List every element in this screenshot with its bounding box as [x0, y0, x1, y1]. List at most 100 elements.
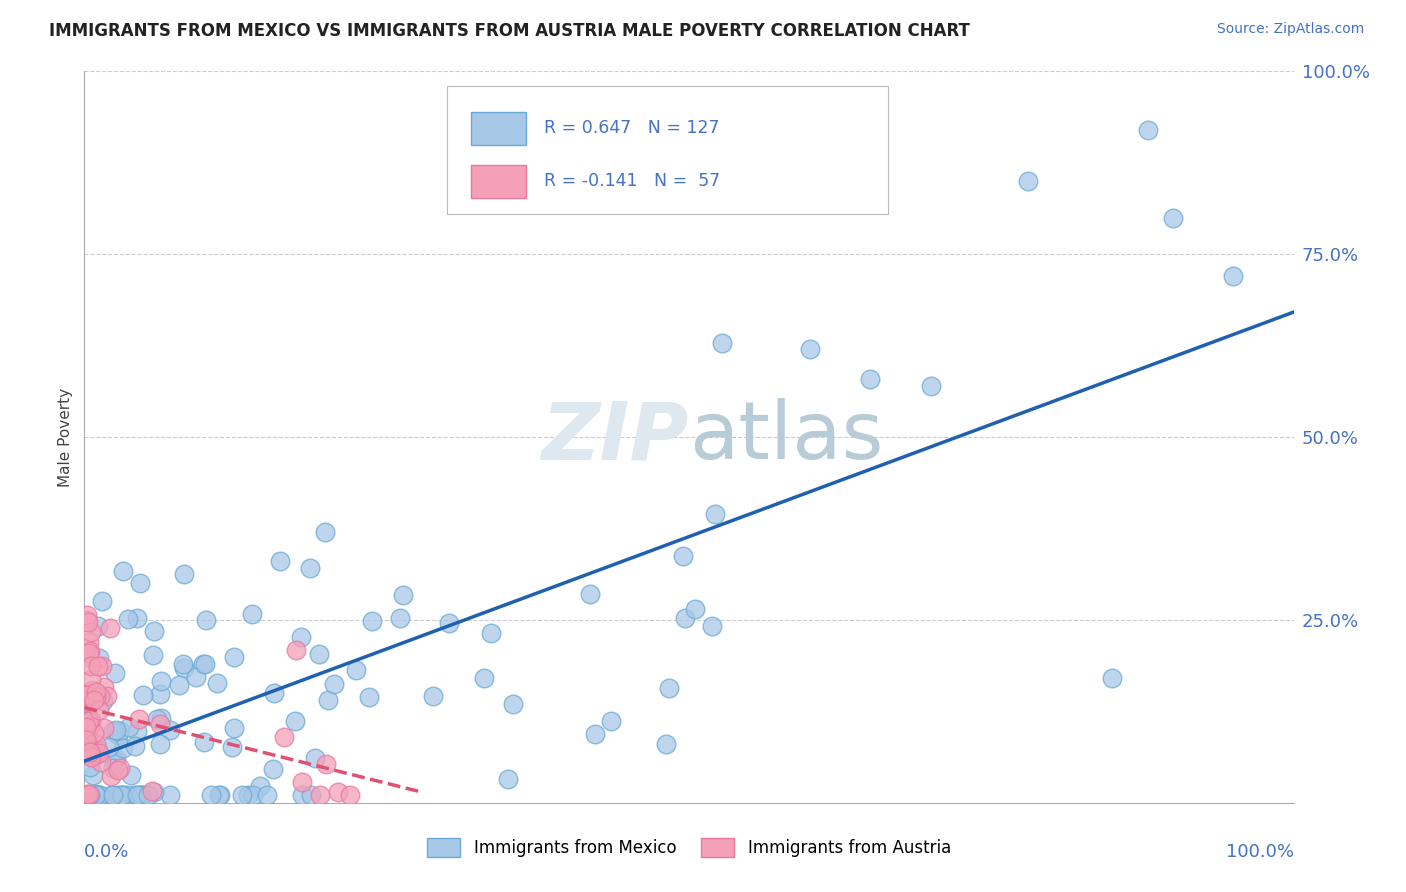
Point — [89, 651, 111, 665]
Point — [127, 611, 149, 625]
Point — [672, 549, 695, 563]
Point — [149, 711, 172, 725]
Point — [80, 750, 103, 764]
Point — [79, 713, 101, 727]
Point — [316, 693, 339, 707]
Point — [101, 723, 124, 738]
Point — [328, 785, 350, 799]
Point — [128, 712, 150, 726]
Point — [322, 676, 344, 690]
Point — [391, 589, 413, 603]
Point — [702, 619, 724, 633]
Point — [122, 789, 145, 803]
Point — [79, 644, 101, 658]
Point — [361, 615, 384, 629]
Point — [920, 379, 942, 393]
Point — [221, 740, 243, 755]
Point — [75, 689, 97, 703]
Point — [76, 739, 98, 753]
Point — [75, 732, 97, 747]
Point — [84, 789, 107, 803]
Point — [859, 371, 882, 385]
Point — [84, 787, 107, 801]
Point — [143, 784, 166, 798]
Point — [82, 683, 104, 698]
Point — [439, 615, 461, 630]
Point — [131, 789, 153, 803]
Point — [100, 789, 122, 803]
Point — [104, 665, 127, 680]
Point — [273, 731, 295, 745]
Point — [111, 789, 134, 803]
Point — [149, 687, 172, 701]
Point — [107, 763, 129, 777]
Point — [79, 646, 101, 660]
Point — [389, 610, 412, 624]
Point — [304, 751, 326, 765]
Point — [284, 643, 308, 657]
Point — [683, 602, 706, 616]
Point — [159, 723, 181, 738]
Y-axis label: Male Poverty: Male Poverty — [58, 387, 73, 487]
Point — [308, 647, 330, 661]
Point — [76, 613, 98, 627]
Point — [104, 723, 127, 737]
Point — [357, 690, 380, 705]
Point — [149, 674, 172, 689]
Point — [142, 648, 165, 663]
Legend: Immigrants from Mexico, Immigrants from Austria: Immigrants from Mexico, Immigrants from … — [420, 831, 957, 864]
Point — [301, 789, 323, 803]
Point — [1161, 211, 1184, 225]
Point — [502, 697, 524, 711]
Point — [799, 343, 821, 357]
Point — [79, 738, 101, 752]
Point — [172, 657, 194, 671]
Point — [127, 789, 149, 803]
Point — [96, 689, 118, 703]
Point — [93, 721, 115, 735]
Point — [79, 745, 101, 759]
Point — [101, 761, 124, 775]
Point — [75, 694, 97, 708]
Point — [127, 724, 149, 739]
Point — [97, 739, 120, 754]
Point — [128, 575, 150, 590]
Point — [107, 728, 129, 742]
Point — [193, 735, 215, 749]
Point — [76, 717, 98, 731]
Point — [207, 676, 229, 690]
Point — [231, 789, 253, 803]
Point — [238, 789, 260, 803]
Text: 0.0%: 0.0% — [84, 843, 129, 861]
Point — [339, 789, 361, 803]
Point — [111, 564, 134, 578]
Point — [142, 624, 165, 638]
Point — [422, 690, 444, 704]
Point — [200, 789, 222, 803]
Point — [314, 524, 336, 539]
Point — [87, 659, 110, 673]
Point — [131, 789, 153, 803]
Point — [79, 788, 101, 802]
Text: ZIP: ZIP — [541, 398, 689, 476]
Bar — [471, 165, 526, 198]
Point — [149, 717, 172, 731]
Point — [79, 760, 101, 774]
Point — [83, 747, 105, 762]
Point — [149, 737, 172, 751]
Point — [173, 566, 195, 581]
Point — [704, 507, 727, 521]
Point — [76, 615, 98, 629]
Point — [132, 688, 155, 702]
Point — [82, 768, 104, 782]
Point — [115, 789, 138, 803]
Point — [290, 630, 312, 644]
Point — [299, 561, 322, 575]
Point — [159, 789, 181, 803]
Point — [83, 725, 105, 739]
Point — [80, 714, 103, 728]
Point — [496, 772, 519, 786]
Point — [585, 727, 607, 741]
Point — [103, 789, 125, 803]
Bar — [471, 112, 526, 145]
